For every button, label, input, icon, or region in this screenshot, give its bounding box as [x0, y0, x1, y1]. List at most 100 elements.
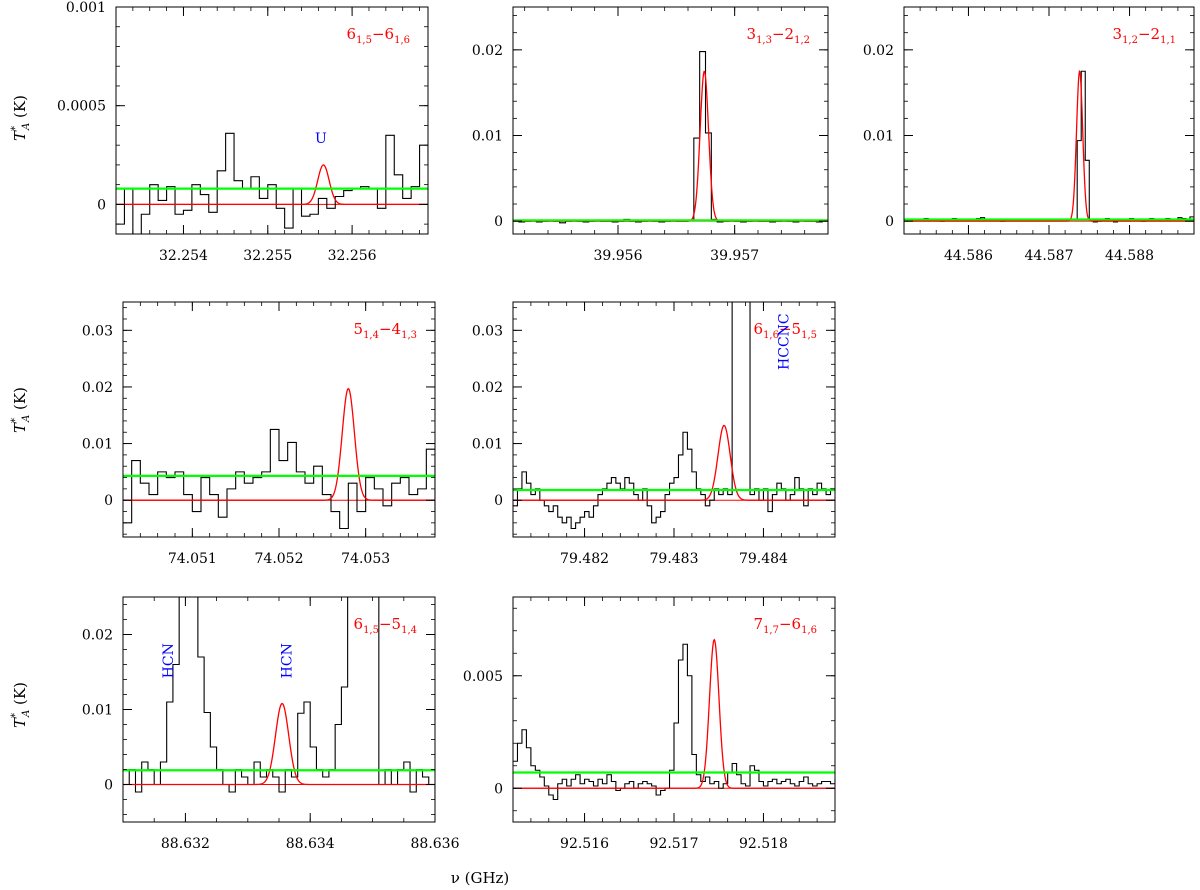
y-tick-label: 0	[494, 493, 503, 509]
transition-quantum: −5	[379, 615, 401, 633]
y-tick-label: 0.01	[82, 703, 113, 719]
y-tick-label: 0.02	[82, 628, 113, 644]
gaussian-fit-line	[904, 69, 1194, 222]
ylabel-symbol: T	[11, 130, 29, 141]
line-annotation: HCN	[161, 643, 177, 678]
transition-quantum: 6	[347, 25, 357, 43]
transition-subscript: 1,5	[363, 625, 379, 636]
transition-quantum: −6	[372, 25, 394, 43]
svg-text:T*A (K): T*A (K)	[10, 682, 32, 728]
y-tick-label: 0	[494, 781, 503, 797]
svg-text:T*A (K): T*A (K)	[10, 387, 32, 433]
x-tick-label: 44.587	[1025, 248, 1074, 264]
ylabel-symbol: T	[11, 717, 29, 728]
x-tick-label: 39.956	[594, 248, 643, 264]
gaussian-fit-line	[123, 387, 435, 501]
y-tick-label: 0	[104, 778, 113, 794]
x-tick-label: 88.634	[286, 836, 335, 852]
ylabel-unit: (K)	[11, 387, 29, 415]
transition-label: 31,2−21,1	[1113, 25, 1176, 46]
x-tick-label: 92.518	[739, 836, 788, 852]
y-tick-label: 0	[494, 214, 503, 230]
x-tick-label: 44.586	[944, 248, 993, 264]
spectrum-panel-7: 92.516 92.517 92.518 0 0.005 71,7−61,6	[463, 596, 836, 852]
y-tick-label: 0.01	[472, 437, 503, 453]
spectrum-histogram	[123, 428, 435, 530]
transition-subscript: 1,4	[363, 330, 379, 341]
x-tick-label: 74.052	[255, 551, 304, 567]
spectrum-histogram	[123, 597, 435, 801]
svg-text:T*A (K): T*A (K)	[10, 95, 32, 141]
transition-quantum: 3	[747, 25, 757, 43]
x-tick-label: 39.957	[710, 248, 759, 264]
y-tick-label: 0.02	[472, 380, 503, 396]
y-tick-label: 0.01	[82, 437, 113, 453]
x-tick-label: 32.255	[243, 248, 292, 264]
spectrum-panel-3: 44.586 44.587 44.588 0 0.01 0.02 31,2−21,1	[863, 6, 1195, 264]
y-axis-label-row2: T*A (K)	[10, 387, 32, 433]
line-annotation: HCCNC	[776, 313, 792, 370]
y-tick-label: 0.02	[863, 43, 894, 59]
transition-quantum: 6	[354, 615, 364, 633]
gaussian-fit-line	[513, 424, 835, 501]
y-tick-label: 0.01	[472, 128, 503, 144]
y-tick-label: 0.03	[472, 323, 503, 339]
ylabel-symbol: T	[11, 422, 29, 433]
gaussian-fit-line	[123, 702, 435, 786]
y-tick-label: 0.02	[82, 380, 113, 396]
plot-area	[513, 50, 828, 224]
panel-frame	[115, 6, 429, 235]
spectrum-panel-2: 39.956 39.957 0 0.01 0.02 31,3−21,2	[472, 6, 829, 264]
ylabel-sup: *	[10, 713, 21, 718]
plot-area	[513, 302, 835, 530]
line-annotation: U	[315, 131, 327, 147]
x-tick-label: 74.051	[168, 551, 217, 567]
y-tick-label: 0	[104, 493, 113, 509]
transition-subscript: 1,4	[401, 625, 417, 636]
x-tick-label: 79.483	[650, 551, 699, 567]
transition-subscript: 1,6	[394, 35, 410, 46]
x-tick-label: 92.516	[560, 836, 609, 852]
x-tick-label: 92.517	[650, 836, 699, 852]
transition-label: 31,3−21,2	[747, 25, 810, 46]
x-tick-label: 79.484	[739, 551, 788, 567]
y-tick-label: 0.001	[66, 0, 106, 16]
spectrum-histogram	[116, 132, 428, 234]
transition-subscript: 1,6	[801, 625, 817, 636]
transition-subscript: 1,5	[356, 35, 372, 46]
y-tick-label: 0	[885, 214, 894, 230]
plot-area	[116, 132, 428, 234]
y-tick-label: 0.0005	[57, 99, 106, 115]
transition-subscript: 1,1	[1160, 35, 1176, 46]
ylabel-sup: *	[10, 418, 21, 423]
y-tick-label: 0.01	[863, 128, 894, 144]
plot-area	[904, 69, 1194, 223]
y-tick-label: 0.03	[82, 323, 113, 339]
y-tick-label: 0	[97, 197, 106, 213]
transition-label: 51,4−41,3	[354, 320, 417, 341]
spectra-panels: 32.254 32.255 32.25600.00050.00161,5−61,6U…	[57, 0, 1195, 852]
spectrum-histogram	[513, 302, 835, 530]
ylabel-unit: (K)	[11, 682, 29, 710]
x-tick-label: 44.588	[1105, 248, 1154, 264]
spectrum-histogram	[513, 50, 828, 224]
plot-area	[513, 638, 835, 801]
transition-quantum: −2	[772, 25, 794, 43]
y-tick-label: 0.005	[463, 669, 503, 685]
transition-quantum: 3	[1113, 25, 1123, 43]
spectrum-panel-6: 88.632 88.634 88.636 0 0.01 0.02 61,5−51,4 HCN H…	[82, 596, 460, 852]
spectrum-histogram	[513, 643, 835, 801]
gaussian-fit-line	[513, 70, 828, 222]
transition-quantum: −5	[779, 320, 801, 338]
spectrum-panel-4: 74.051 74.052 74.053 0 0.01 0.02 0.03 51,4−41,3	[82, 301, 436, 567]
transition-label: 71,7−61,6	[754, 615, 817, 636]
transition-subscript: 1,5	[801, 330, 817, 341]
transition-quantum: 5	[354, 320, 364, 338]
transition-label: 61,5−51,4	[354, 615, 417, 636]
transition-quantum: −4	[379, 320, 401, 338]
transition-quantum: −2	[1138, 25, 1160, 43]
transition-subscript: 1,2	[1122, 35, 1138, 46]
transition-quantum: 7	[754, 615, 764, 633]
transition-subscript: 1,6	[763, 330, 779, 341]
y-axis-label-row3: T*A (K)	[10, 682, 32, 728]
